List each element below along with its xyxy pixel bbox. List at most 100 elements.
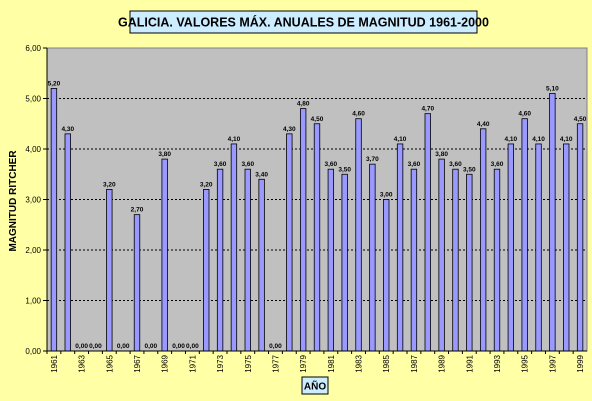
y-tick-label: 3,00 [25, 196, 41, 205]
data-label: 0,00 [89, 343, 102, 350]
data-label: 3,60 [214, 161, 227, 168]
x-tick-label: 1979 [299, 354, 308, 372]
bar [438, 158, 445, 352]
x-tick-label: 1995 [521, 354, 530, 372]
bar [576, 123, 584, 352]
data-label: 3,00 [380, 192, 393, 199]
data-label: 3,80 [435, 151, 448, 158]
bar [521, 118, 528, 352]
x-tick-label: 1991 [465, 354, 474, 372]
y-tick-label: 6,00 [25, 44, 41, 53]
data-label: 0,00 [172, 343, 185, 350]
y-tick-label: 5,00 [25, 95, 41, 104]
x-tick-label: 1961 [50, 354, 59, 372]
y-tick-label: 2,00 [25, 246, 41, 255]
chart-title-box [129, 10, 478, 34]
data-label: 3,50 [338, 166, 351, 173]
x-tick-label: 1965 [105, 354, 114, 372]
bar [133, 214, 141, 352]
data-label: 4,40 [477, 121, 490, 128]
bar [396, 143, 404, 352]
x-tick-label: 1981 [327, 354, 336, 372]
data-label: 2,70 [131, 207, 144, 214]
bar [493, 168, 501, 352]
data-label: 4,60 [518, 111, 531, 118]
data-label: 4,10 [532, 136, 545, 143]
x-tick-label: 1989 [438, 354, 447, 372]
bar [50, 88, 58, 352]
x-tick-label: 1997 [548, 354, 557, 372]
x-tick-label: 1999 [576, 354, 585, 372]
bar [424, 113, 431, 352]
x-tick-label: 1969 [161, 354, 170, 372]
x-tick-label: 1971 [188, 354, 197, 372]
data-label: 3,80 [158, 151, 171, 158]
bar [563, 143, 570, 352]
data-label: 3,70 [366, 156, 379, 163]
x-tick-label: 1975 [244, 354, 253, 372]
y-tick-label: 0,00 [25, 347, 41, 356]
data-label: 4,10 [560, 136, 573, 143]
data-label: 4,10 [505, 136, 518, 143]
x-tick-label: 1983 [355, 354, 364, 372]
data-label: 0,00 [117, 343, 130, 350]
bar [549, 93, 556, 352]
bar [216, 168, 224, 352]
x-tick-label: 1993 [493, 354, 502, 372]
bar [355, 118, 362, 352]
y-tick-label: 4,00 [25, 145, 41, 154]
data-label: 4,50 [574, 116, 587, 123]
x-tick-label: 1973 [216, 354, 225, 372]
y-tick-label: 1,00 [25, 297, 41, 306]
data-label: 4,60 [352, 111, 365, 118]
bar [369, 163, 376, 352]
bar [410, 168, 418, 352]
bar [507, 143, 515, 352]
bar [106, 188, 113, 352]
chart-title: GALICIA. VALORES MÁX. ANUALES DE MAGNITU… [118, 10, 489, 34]
x-axis-label: AÑO [304, 380, 326, 393]
bar [64, 133, 71, 352]
data-label: 5,10 [546, 85, 559, 92]
bar [327, 168, 335, 352]
data-label: 4,10 [228, 136, 241, 143]
bar [383, 199, 390, 352]
bar [479, 128, 487, 352]
data-label: 4,10 [394, 136, 407, 143]
x-tick-label: 1985 [382, 354, 391, 372]
bar [452, 168, 459, 352]
data-label: 3,60 [408, 161, 421, 168]
bar [258, 178, 265, 352]
x-tick-label: 1967 [133, 354, 142, 372]
data-label: 3,20 [103, 181, 116, 188]
x-axis-label-group: AÑO [301, 376, 329, 395]
bar [230, 143, 238, 352]
data-label: 4,30 [283, 126, 296, 133]
x-tick-label: 1987 [410, 354, 419, 372]
bar [203, 188, 210, 352]
data-label: 5,20 [48, 80, 61, 87]
y-axis-ticks: 0,00 1,00 2,00 3,00 4,00 5,00 6,00 [25, 44, 47, 356]
data-label: 3,60 [325, 161, 338, 168]
y-axis-label: MAGNITUD RITCHER [8, 150, 19, 252]
data-label: 4,70 [421, 106, 434, 113]
x-tick-label: 1977 [271, 354, 280, 372]
data-label: 3,60 [449, 161, 462, 168]
data-label: 4,50 [311, 116, 324, 123]
data-label: 3,60 [241, 161, 254, 168]
bar [299, 108, 307, 352]
bar [286, 133, 293, 352]
x-axis-ticks: 1961 1963 1965 1967 1969 1971 1973 1975 1977 1979… [46, 351, 585, 373]
bar [341, 173, 348, 352]
data-label: 0,00 [75, 343, 88, 350]
data-label: 4,30 [61, 126, 74, 133]
x-axis-label-box [301, 376, 329, 395]
bar [244, 168, 251, 352]
data-label: 0,00 [145, 343, 158, 350]
data-label: 3,20 [200, 181, 213, 188]
chart-title-text: GALICIA. VALORES MÁX. ANUALES DE MAGNITU… [118, 15, 489, 30]
x-tick-label: 1963 [78, 354, 87, 372]
bar [313, 123, 321, 352]
data-label: 4,80 [297, 101, 310, 108]
